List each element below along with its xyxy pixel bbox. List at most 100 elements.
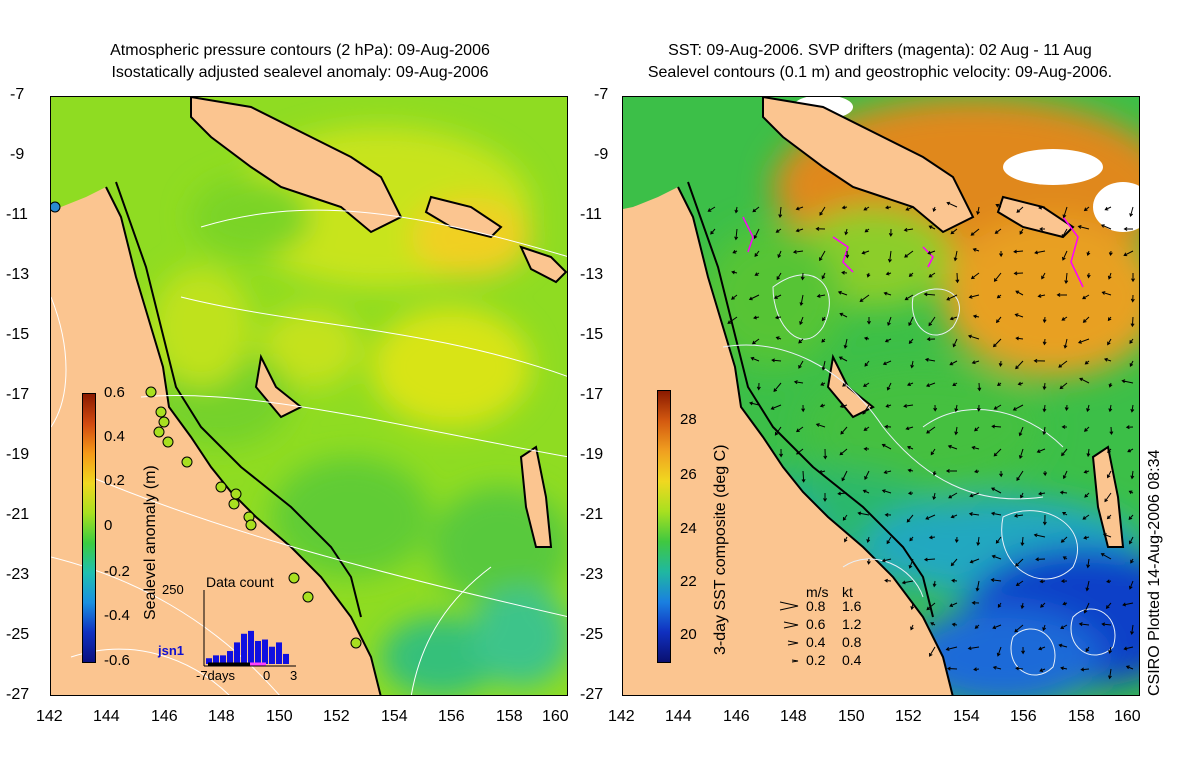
velocity-arrow	[991, 487, 1002, 494]
y-tick: -27	[6, 686, 30, 703]
velocity-arrow	[1086, 448, 1091, 458]
velocity-arrow	[1085, 646, 1090, 653]
colorbar-tick: 0.6	[104, 384, 125, 401]
velocity-arrow	[795, 228, 804, 233]
velocity-arrow	[1083, 206, 1090, 212]
velocity-arrow	[926, 426, 936, 434]
sealevel-anomaly-map	[50, 96, 568, 696]
velocity-arrow	[885, 403, 892, 408]
histogram-bar	[241, 633, 247, 664]
velocity-arrow	[992, 624, 1002, 630]
velocity-arrow	[933, 404, 938, 412]
velocity-arrow	[945, 468, 957, 473]
velocity-arrow	[859, 294, 870, 302]
velocity-arrow	[815, 226, 826, 231]
velocity-arrow	[990, 511, 1002, 516]
sealevel-colorbar-label: Sealevel anomaly (m)	[142, 465, 159, 620]
velocity-arrow	[1015, 580, 1024, 586]
velocity-arrow	[886, 382, 892, 391]
velocity-arrow	[866, 272, 871, 278]
velocity-arrow	[837, 491, 848, 496]
legend-kt-value: 0.4	[842, 652, 862, 668]
velocity-arrow	[950, 228, 958, 235]
velocity-arrow	[926, 602, 936, 611]
velocity-arrow	[773, 382, 782, 393]
velocity-arrow	[1039, 579, 1046, 584]
velocity-arrow	[974, 624, 980, 629]
velocity-arrow	[991, 424, 1002, 429]
velocity-arrow	[950, 514, 958, 519]
histogram-bar	[262, 639, 268, 664]
velocity-arrow	[1103, 357, 1112, 362]
velocity-arrow	[1020, 492, 1024, 499]
velocity-arrow	[907, 491, 914, 496]
velocity-arrow	[1083, 469, 1090, 474]
velocity-arrow	[907, 445, 914, 450]
velocity-arrow	[888, 228, 893, 237]
x-tick: 142	[608, 708, 635, 725]
velocity-arrow	[932, 470, 937, 476]
velocity-arrow	[866, 317, 871, 325]
velocity-arrow	[948, 492, 958, 499]
velocity-arrow	[1060, 666, 1068, 671]
velocity-arrow	[839, 448, 848, 456]
velocity-arrow	[928, 225, 936, 230]
x-tick: 154	[953, 708, 980, 725]
velocity-arrow	[1038, 205, 1046, 210]
velocity-arrow	[840, 426, 848, 435]
velocity-arrow	[1062, 206, 1068, 219]
y-tick: -11	[580, 206, 602, 223]
new-guinea-land	[762, 97, 975, 234]
velocity-arrow	[842, 514, 848, 521]
velocity-arrow	[949, 602, 958, 607]
velocity-arrow	[1108, 404, 1113, 413]
velocity-arrow	[1102, 533, 1112, 538]
velocity-arrow	[904, 294, 914, 301]
velocity-arrow	[881, 443, 892, 450]
velocity-arrow	[906, 382, 914, 386]
velocity-arrow	[838, 356, 848, 362]
sst-map-graphic	[623, 97, 1139, 695]
velocity-arrow	[750, 356, 760, 362]
left-title-line2: Isostatically adjusted sealevel anomaly:…	[111, 64, 489, 81]
reef-edge	[115, 181, 362, 618]
histogram-xlabel-mid: 0	[263, 668, 271, 683]
legend-header-kt: kt	[842, 584, 853, 600]
velocity-arrow	[923, 557, 936, 562]
velocity-arrow	[864, 360, 870, 367]
velocity-arrow	[1041, 272, 1046, 280]
velocity-arrow	[992, 665, 1002, 670]
velocity-arrow	[1016, 470, 1024, 482]
velocity-arrow	[971, 445, 980, 450]
velocity-arrow	[928, 316, 936, 327]
velocity-arrow	[995, 203, 1002, 208]
velocity-arrow	[905, 426, 914, 431]
x-tick: 158	[1068, 708, 1095, 725]
velocity-arrow	[1086, 404, 1090, 413]
velocity-arrow	[1037, 293, 1046, 298]
velocity-arrow	[1125, 665, 1134, 670]
reef-plateau	[254, 353, 303, 419]
velocity-arrow	[748, 294, 760, 301]
right-title-line2: Sealevel contours (0.1 m) and geostrophi…	[647, 64, 1113, 81]
velocity-arrow	[993, 272, 1002, 282]
velocity-arrow	[998, 360, 1003, 367]
velocity-arrow	[754, 250, 760, 257]
colorbar-tick: 24	[680, 520, 697, 537]
velocity-arrow	[886, 536, 892, 545]
velocity-arrow	[792, 249, 804, 254]
geostrophic-velocity-arrows	[707, 201, 1136, 680]
velocity-arrow	[1019, 228, 1024, 235]
velocity-arrow	[819, 250, 826, 262]
velocity-arrow	[946, 294, 958, 301]
velocity-arrow	[1106, 514, 1112, 520]
velocity-arrow	[971, 360, 980, 365]
velocity-arrow	[1109, 426, 1114, 436]
legend-kt-value: 1.2	[842, 616, 862, 632]
colorbar-tick: -0.4	[104, 607, 130, 624]
velocity-arrow	[798, 360, 804, 369]
velocity-arrow	[901, 580, 914, 585]
velocity-arrow	[1063, 338, 1068, 349]
legend-ms-value: 0.6	[806, 616, 826, 632]
velocity-arrow	[1107, 316, 1112, 322]
